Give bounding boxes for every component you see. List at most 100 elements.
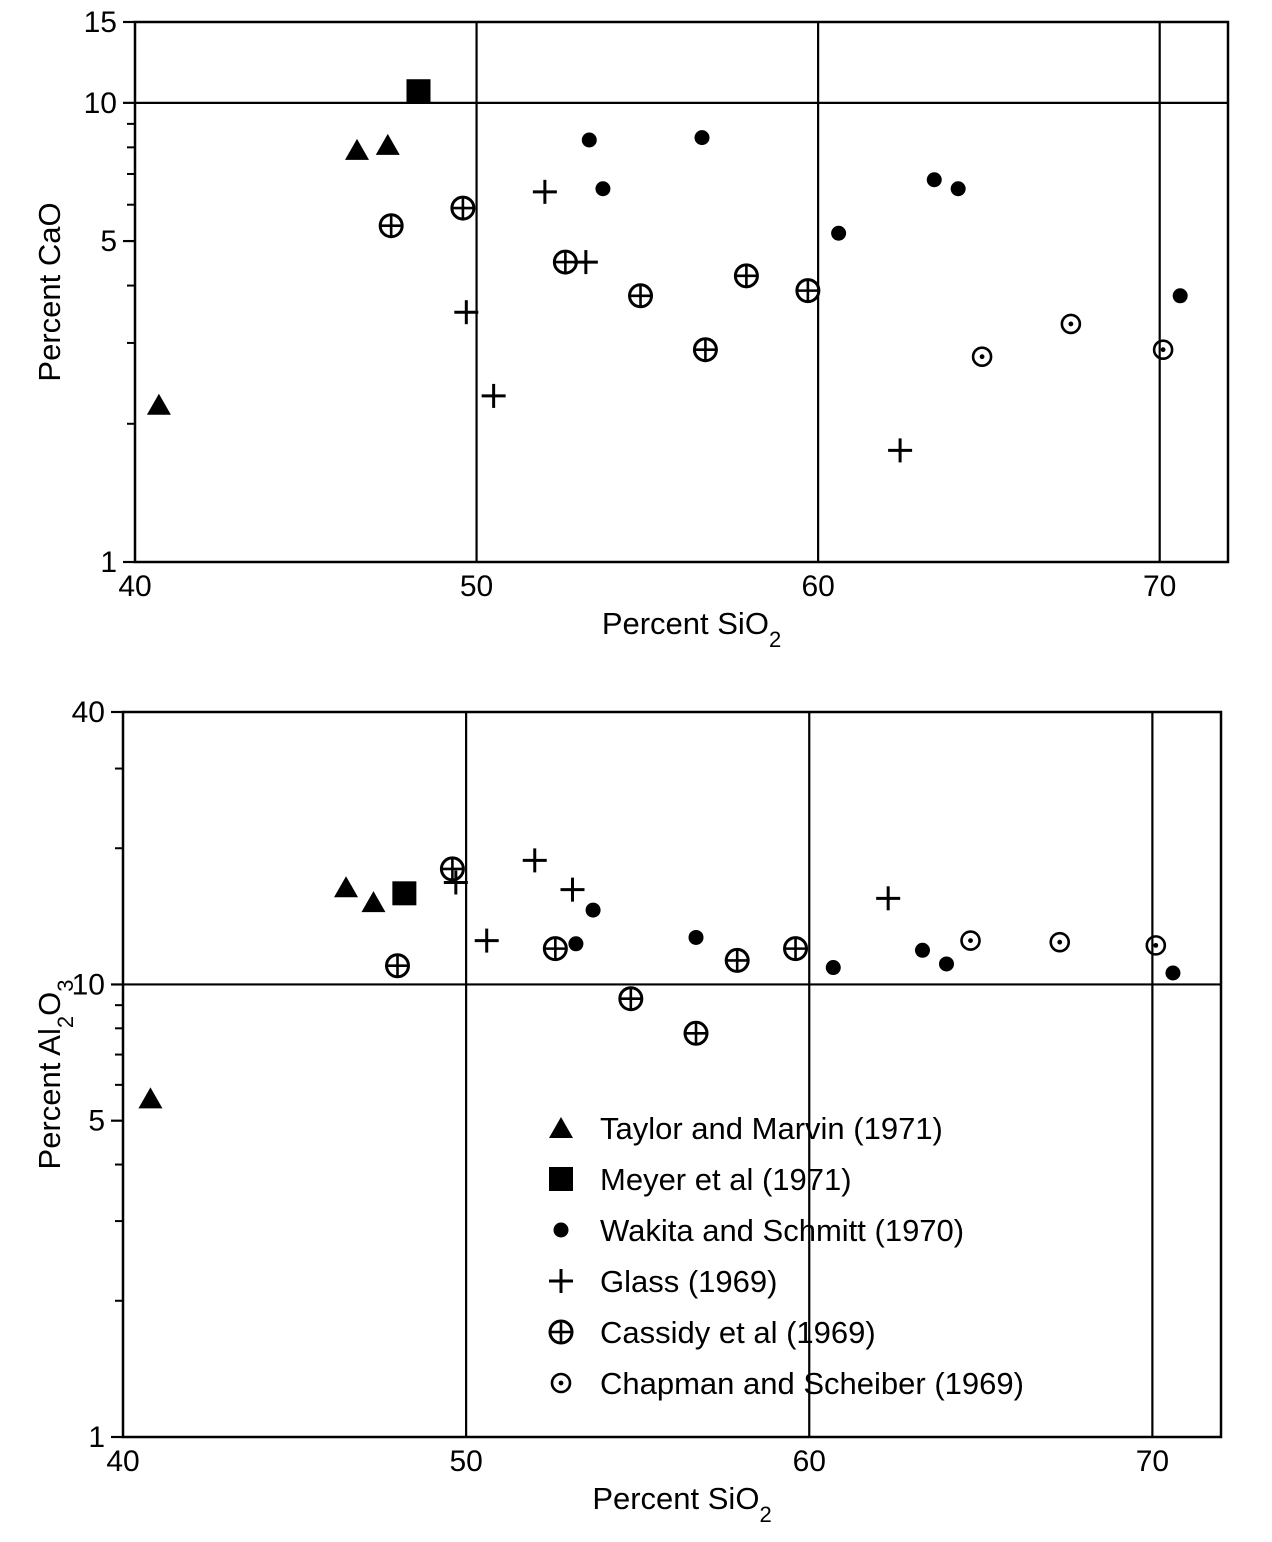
data-point xyxy=(926,172,942,188)
data-point xyxy=(876,886,901,911)
series-circle-dot xyxy=(960,930,1167,956)
legend-marker xyxy=(549,1269,573,1293)
legend-item: Cassidy et al (1969) xyxy=(548,1315,876,1350)
data-point xyxy=(522,848,547,873)
data-point xyxy=(1060,313,1082,335)
plot-frame xyxy=(133,20,1230,564)
data-point xyxy=(532,179,557,204)
data-point xyxy=(1152,339,1174,360)
data-point xyxy=(683,1020,709,1046)
data-point xyxy=(971,346,993,367)
x-axis-label: Percent SiO2 xyxy=(592,1481,771,1527)
data-point xyxy=(581,132,597,148)
data-point xyxy=(345,138,370,160)
data-point xyxy=(585,902,601,918)
legend-item: Taylor and Marvin (1971) xyxy=(549,1111,943,1146)
legend-item: Meyer et al (1971) xyxy=(549,1162,852,1197)
legend-label: Cassidy et al (1969) xyxy=(600,1315,876,1350)
series-triangle xyxy=(138,876,386,1109)
series-triangle xyxy=(146,133,400,415)
data-point xyxy=(361,891,386,913)
data-point xyxy=(406,79,431,104)
legend-label: Glass (1969) xyxy=(600,1264,777,1299)
legend-marker xyxy=(550,1372,572,1394)
data-point xyxy=(692,337,718,363)
data-point xyxy=(1145,935,1167,956)
data-point xyxy=(939,956,954,972)
data-point xyxy=(552,249,578,275)
data-point xyxy=(334,876,359,898)
series-dot xyxy=(568,902,1181,981)
x-tick-label: 70 xyxy=(1136,1445,1169,1478)
y-tick-label: 5 xyxy=(88,1105,105,1138)
y-axis-label: Percent CaO xyxy=(32,202,67,381)
data-point xyxy=(795,278,821,304)
data-point xyxy=(443,870,468,895)
x-tick-label: 40 xyxy=(106,1445,139,1478)
series-circle-plus xyxy=(385,856,809,1046)
series-circle-dot xyxy=(971,313,1174,367)
data-point xyxy=(138,1087,163,1109)
x-tick-label: 60 xyxy=(801,570,834,603)
y-tick-label: 5 xyxy=(100,225,117,258)
y-tick-label: 15 xyxy=(84,6,117,39)
data-point xyxy=(831,225,847,241)
data-point xyxy=(783,936,809,962)
data-point xyxy=(454,300,479,325)
data-point xyxy=(560,877,585,902)
series-dot xyxy=(581,130,1188,304)
data-point xyxy=(628,283,654,309)
series-plus xyxy=(443,848,901,953)
data-point xyxy=(481,383,506,408)
data-point xyxy=(542,936,568,962)
data-point xyxy=(1049,931,1071,953)
data-point xyxy=(618,986,644,1012)
data-point xyxy=(724,947,750,973)
x-axis-label: Percent SiO2 xyxy=(602,606,781,652)
x-tick-label: 60 xyxy=(793,1445,826,1478)
series-square xyxy=(406,79,431,104)
data-point xyxy=(474,928,499,953)
data-point xyxy=(378,213,404,239)
data-point xyxy=(1165,965,1181,981)
data-point xyxy=(439,856,465,882)
legend-label: Wakita and Schmitt (1970) xyxy=(600,1213,964,1248)
data-point xyxy=(950,181,966,197)
data-point xyxy=(960,930,981,951)
y-tick-label: 40 xyxy=(72,696,105,729)
y-axis-label: Percent Al2O3 xyxy=(32,980,78,1170)
y-tick-label: 10 xyxy=(72,968,105,1001)
data-point xyxy=(392,881,417,906)
data-point xyxy=(914,942,930,958)
data-point xyxy=(385,953,410,979)
x-tick-label: 40 xyxy=(118,570,151,603)
legend-label: Meyer et al (1971) xyxy=(600,1162,852,1197)
legend-label: Taylor and Marvin (1971) xyxy=(600,1111,943,1146)
plot-frame xyxy=(121,710,1223,1439)
data-point xyxy=(1172,288,1188,304)
legend: Taylor and Marvin (1971) Meyer et al (197… xyxy=(548,1111,1024,1401)
chart-panel-2: 1 5 10 40 40 50 60 70 Percent SiO2 Percent Al2O3 xyxy=(32,696,1223,1527)
legend-label: Chapman and Scheiber (1969) xyxy=(600,1366,1024,1401)
data-point xyxy=(733,263,759,289)
y-tick-label: 1 xyxy=(100,546,117,579)
legend-item: Chapman and Scheiber (1969) xyxy=(550,1366,1024,1401)
data-point xyxy=(688,929,704,945)
data-point xyxy=(694,130,710,146)
series-plus xyxy=(454,179,913,463)
x-tick-label: 50 xyxy=(460,570,493,603)
legend-marker xyxy=(548,1319,574,1345)
data-point xyxy=(825,960,841,976)
legend-item: Wakita and Schmitt (1970) xyxy=(553,1213,964,1248)
legend-item: Glass (1969) xyxy=(549,1264,777,1299)
x-tick-label: 50 xyxy=(449,1445,482,1478)
legend-marker xyxy=(549,1167,573,1191)
data-point xyxy=(568,936,584,952)
x-tick-label: 70 xyxy=(1143,570,1176,603)
y-tick-label: 10 xyxy=(84,87,117,120)
legend-marker xyxy=(549,1117,573,1138)
y-tick-label: 1 xyxy=(88,1421,105,1454)
series-circle-plus xyxy=(378,195,821,363)
